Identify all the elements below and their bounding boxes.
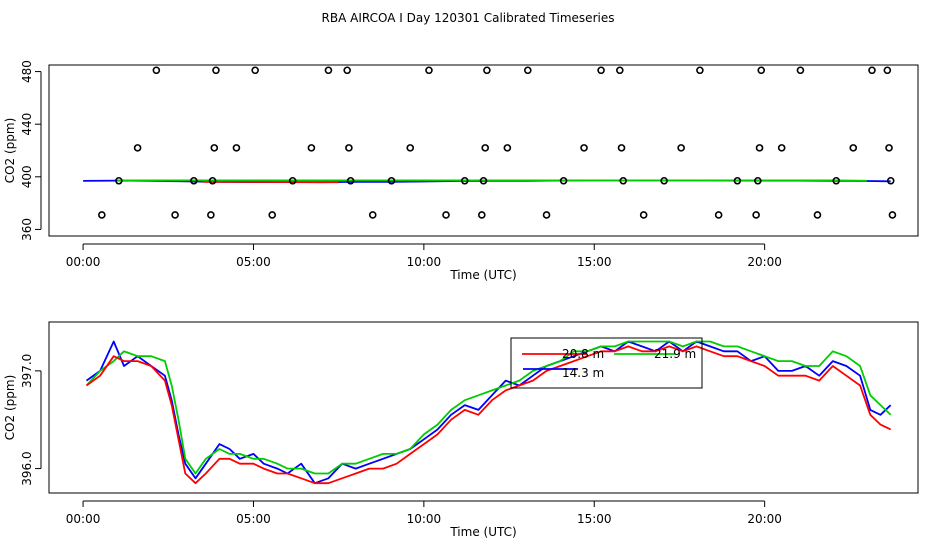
x-tick-label: 20:00	[747, 512, 782, 526]
data-point	[460, 176, 469, 185]
data-point	[619, 176, 628, 185]
data-point	[832, 176, 841, 185]
data-point	[597, 66, 605, 75]
data-point	[754, 176, 762, 185]
legend-label: 21.9 m	[654, 347, 696, 361]
data-point	[212, 66, 220, 75]
x-tick-label: 05:00	[236, 512, 271, 526]
y-tick-label: 480	[20, 60, 34, 83]
data-point	[757, 66, 766, 75]
data-point	[343, 66, 351, 75]
data-point	[442, 211, 450, 219]
y-axis-label: CO2 (ppm)	[3, 375, 17, 441]
x-tick-label: 20:00	[747, 255, 782, 269]
plot-frame	[48, 321, 919, 494]
data-point	[190, 176, 198, 185]
series-line-21-9-m	[85, 340, 892, 475]
data-point	[524, 66, 532, 75]
legend-label: 20.8 m	[562, 347, 604, 361]
data-point	[251, 66, 259, 75]
data-point	[617, 144, 626, 152]
data-point	[777, 144, 786, 152]
data-point	[755, 144, 764, 152]
data-point	[481, 144, 490, 152]
data-point	[207, 211, 215, 219]
data-point	[479, 176, 488, 185]
data-point	[542, 211, 551, 219]
legend-box	[510, 337, 703, 389]
data-point	[232, 144, 241, 152]
y-axis-label: CO2 (ppm)	[3, 118, 17, 184]
data-point	[171, 211, 179, 219]
data-point	[268, 211, 277, 219]
data-point	[152, 66, 161, 75]
data-point	[98, 211, 106, 219]
series-line-14-3-m	[85, 340, 892, 485]
top-scatter-panel: 00:00 05:00 10:00 15:00 20:00 Time (UTC) 360 40…	[3, 60, 919, 282]
data-point	[714, 211, 723, 219]
data-point	[425, 66, 433, 75]
data-point	[368, 211, 377, 219]
data-point	[288, 176, 297, 185]
data-point	[796, 66, 805, 75]
data-point	[346, 176, 355, 185]
x-tick-label: 00:00	[66, 255, 101, 269]
data-point	[886, 176, 895, 185]
data-point	[616, 66, 624, 75]
data-point	[210, 144, 219, 152]
data-point	[885, 144, 893, 152]
x-tick-label: 00:00	[66, 512, 101, 526]
data-point	[883, 66, 892, 75]
data-point	[133, 144, 142, 152]
data-point	[115, 176, 123, 185]
bottom-line-panel: 00:00 05:00 10:00 15:00 20:00 Time (UTC) 396.0…	[3, 321, 919, 539]
x-tick-label: 15:00	[577, 512, 612, 526]
y-tick-label: 440	[20, 113, 34, 136]
data-point	[849, 144, 858, 152]
x-axis-label: Time (UTC)	[449, 525, 516, 539]
data-point	[813, 211, 822, 219]
data-point	[483, 66, 491, 75]
data-point	[324, 66, 333, 75]
x-tick-label: 10:00	[407, 512, 442, 526]
x-axis-label: Time (UTC)	[449, 268, 516, 282]
data-point	[406, 144, 415, 152]
data-point	[503, 144, 512, 152]
data-point	[888, 211, 897, 219]
y-tick-label: 397.0	[20, 354, 34, 388]
data-point	[752, 211, 760, 219]
data-point	[208, 176, 217, 185]
data-point	[580, 144, 588, 152]
data-point	[639, 211, 648, 219]
data-point	[559, 176, 568, 185]
data-point	[660, 176, 668, 185]
data-point	[696, 66, 704, 75]
data-point	[387, 176, 396, 185]
y-tick-label: 360	[20, 218, 34, 241]
legend: 20.8 m 21.9 m 14.3 m	[510, 337, 703, 389]
x-tick-label: 15:00	[577, 255, 612, 269]
data-point	[733, 176, 742, 185]
y-tick-label: 400	[20, 165, 34, 188]
series-line-20-8-m	[85, 345, 892, 485]
legend-label: 14.3 m	[562, 366, 604, 380]
x-tick-label: 10:00	[407, 255, 442, 269]
data-point	[345, 144, 353, 152]
data-point	[477, 211, 486, 219]
data-point	[868, 66, 876, 75]
plot-frame	[48, 64, 919, 237]
data-point	[307, 144, 316, 152]
data-point	[677, 144, 685, 152]
y-tick-label: 396.0	[20, 451, 34, 485]
x-tick-label: 05:00	[236, 255, 271, 269]
figure-title: RBA AIRCOA I Day 120301 Calibrated Times…	[322, 11, 615, 25]
